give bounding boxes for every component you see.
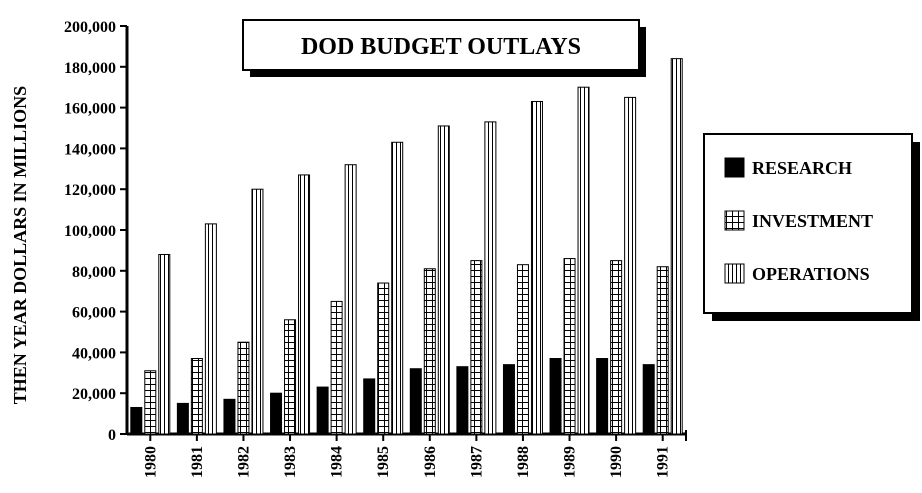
bar-research-1982 (224, 399, 235, 434)
y-tick-label: 120,000 (64, 182, 116, 199)
bar-investment-1990 (611, 261, 622, 434)
y-tick-label: 0 (108, 427, 116, 444)
bar-operations-1984 (345, 165, 356, 434)
bar-operations-1981 (205, 224, 216, 434)
bar-investment-1983 (285, 320, 296, 434)
bar-research-1986 (410, 369, 421, 434)
bar-investment-1985 (378, 283, 389, 434)
legend-swatch-research (725, 158, 744, 177)
y-tick-label: 200,000 (64, 19, 116, 36)
bar-research-1984 (317, 387, 328, 434)
legend-label-investment: INVESTMENT (752, 211, 873, 231)
bar-operations-1986 (438, 126, 449, 434)
y-tick-label: 180,000 (64, 60, 116, 77)
y-tick-label: 100,000 (64, 223, 116, 240)
bar-operations-1989 (578, 87, 589, 434)
x-tick-label: 1987 (468, 446, 485, 478)
bar-research-1985 (364, 379, 375, 434)
chart-title: DOD BUDGET OUTLAYS (243, 20, 646, 77)
legend-swatch-investment (725, 211, 744, 230)
bar-research-1980 (131, 407, 142, 434)
x-tick-label: 1990 (608, 446, 625, 478)
x-ticks: 1980 1981 1982 1983 1984 1985 1986 1987 1988 1989… (142, 430, 686, 478)
bar-research-1981 (177, 403, 188, 434)
y-tick-label: 40,000 (72, 345, 116, 362)
bar-investment-1986 (424, 269, 435, 434)
x-tick-label: 1988 (515, 446, 532, 478)
bar-research-1989 (550, 359, 561, 434)
bar-research-1990 (597, 359, 608, 434)
y-tick-label: 20,000 (72, 386, 116, 403)
bar-research-1983 (271, 393, 282, 434)
title-text: DOD BUDGET OUTLAYS (301, 34, 581, 60)
bar-investment-1991 (657, 267, 668, 434)
legend: RESEARCH INVESTMENT OPERATIONS (704, 134, 920, 321)
bar-research-1988 (503, 365, 514, 434)
bar-research-1987 (457, 367, 468, 434)
bar-operations-1982 (252, 189, 263, 434)
bar-investment-1982 (238, 342, 249, 434)
x-tick-label: 1983 (282, 446, 299, 478)
bar-investment-1984 (331, 301, 342, 434)
y-ticks: 0 20,000 40,000 60,000 80,000 100,000 120,000 1… (64, 19, 127, 444)
y-axis-label: THEN YEAR DOLLARS IN MILLIONS (10, 86, 30, 404)
bar-research-1991 (643, 365, 654, 434)
y-tick-label: 160,000 (64, 101, 116, 118)
x-tick-label: 1989 (562, 446, 579, 478)
x-tick-label: 1985 (375, 446, 392, 478)
legend-swatch-operations (725, 264, 744, 283)
x-tick-label: 1984 (329, 446, 346, 478)
x-tick-label: 1981 (189, 446, 206, 478)
bar-operations-1990 (625, 97, 636, 434)
bar-operations-1983 (299, 175, 310, 434)
y-tick-label: 140,000 (64, 141, 116, 158)
bar-operations-1987 (485, 122, 496, 434)
x-tick-label: 1982 (235, 446, 252, 478)
bar-operations-1980 (159, 254, 170, 434)
bar-investment-1989 (564, 259, 575, 434)
legend-label-operations: OPERATIONS (752, 264, 870, 284)
x-tick-label: 1991 (655, 446, 672, 478)
x-tick-label: 1986 (422, 446, 439, 478)
bar-investment-1987 (471, 261, 482, 434)
bar-operations-1985 (392, 142, 403, 434)
bar-operations-1988 (531, 101, 542, 434)
y-tick-label: 60,000 (72, 305, 116, 322)
bar-investment-1988 (517, 265, 528, 434)
bars (131, 59, 682, 434)
x-tick-label: 1980 (142, 446, 159, 478)
bar-investment-1981 (191, 359, 202, 434)
y-tick-label: 80,000 (72, 264, 116, 281)
bar-investment-1980 (145, 371, 156, 434)
bar-operations-1991 (671, 59, 682, 434)
legend-label-research: RESEARCH (752, 158, 852, 178)
